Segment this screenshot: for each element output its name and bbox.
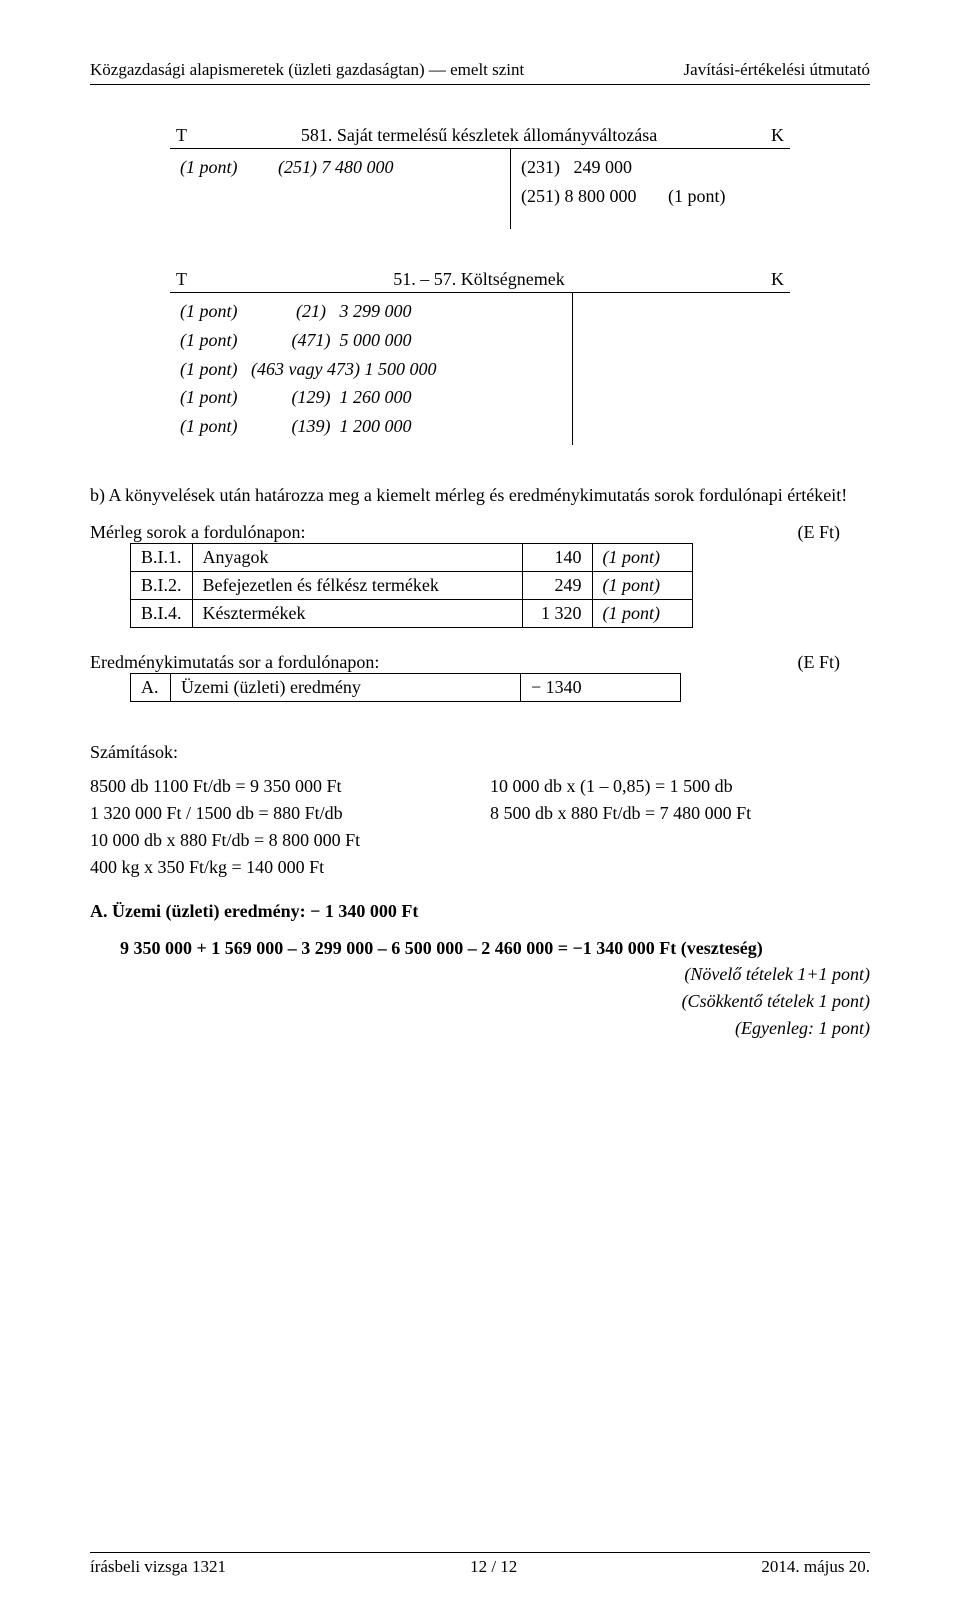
row-code: A. <box>131 673 171 701</box>
table-row: B.I.4. Késztermékek 1 320 (1 pont) <box>131 599 693 627</box>
row-code: B.I.4. <box>131 599 193 627</box>
footer-center: 12 / 12 <box>470 1557 517 1577</box>
k-label: K <box>771 125 784 146</box>
debit-row: (1 pont) (139) 1 200 000 <box>180 412 562 441</box>
t-account-581: T 581. Saját termelésű készletek állomán… <box>170 125 790 229</box>
note-line: (Csökkentő tételek 1 pont) <box>90 988 870 1015</box>
debit-row: (1 pont) (129) 1 260 000 <box>180 383 562 412</box>
calc-left-col: 8500 db 1100 Ft/db = 9 350 000 Ft 1 320 … <box>90 773 470 881</box>
calc-line: 10 000 db x (1 – 0,85) = 1 500 db <box>490 773 870 800</box>
merleg-table: B.I.1. Anyagok 140 (1 pont) B.I.2. Befej… <box>130 543 693 628</box>
row-code: B.I.1. <box>131 543 193 571</box>
debit-side: (1 pont) (251) 7 480 000 <box>170 149 511 229</box>
row-value: 140 <box>522 543 592 571</box>
section-b-text: b) A könyvelések után határozza meg a ki… <box>90 485 870 506</box>
eredkim-heading: Eredménykimutatás sor a fordulónapon: (E… <box>90 652 870 673</box>
row-label: Késztermékek <box>192 599 522 627</box>
debit-row: (1 pont) (251) 7 480 000 <box>180 153 500 182</box>
row-points: (1 pont) <box>592 543 692 571</box>
account-name: 581. Saját termelésű készletek állományv… <box>301 125 657 146</box>
table-row: A. Üzemi (üzleti) eredmény − 1340 <box>131 673 681 701</box>
note-line: (Növelő tételek 1+1 pont) <box>90 961 870 988</box>
t-label: T <box>176 269 187 290</box>
credit-text: (251) 8 800 000 (1 pont) <box>521 186 725 206</box>
row-points: (1 pont) <box>592 571 692 599</box>
debit-row: (1 pont) (463 vagy 473) 1 500 000 <box>180 355 562 384</box>
calc-line: 8500 db 1100 Ft/db = 9 350 000 Ft <box>90 773 470 800</box>
row-code: B.I.2. <box>131 571 193 599</box>
k-label: K <box>771 269 784 290</box>
header-right: Javítási-értékelési útmutató <box>684 60 870 80</box>
page-header: Közgazdasági alapismeretek (üzleti gazda… <box>90 60 870 85</box>
table-row: B.I.1. Anyagok 140 (1 pont) <box>131 543 693 571</box>
debit-side: (1 pont) (21) 3 299 000 (1 pont) (471) 5… <box>170 293 573 445</box>
scoring-notes: (Növelő tételek 1+1 pont) (Csökkentő tét… <box>90 961 870 1042</box>
t-account-body: (1 pont) (21) 3 299 000 (1 pont) (471) 5… <box>170 293 790 445</box>
header-left: Közgazdasági alapismeretek (üzleti gazda… <box>90 60 524 80</box>
row-label: Anyagok <box>192 543 522 571</box>
table-row: B.I.2. Befejezetlen és félkész termékek … <box>131 571 693 599</box>
eredkim-unit: (E Ft) <box>750 652 870 673</box>
t-account-title: T 581. Saját termelésű készletek állomán… <box>170 125 790 149</box>
calc-line: 10 000 db x 880 Ft/db = 8 800 000 Ft <box>90 827 470 854</box>
credit-row: (231) 249 000 <box>521 153 780 182</box>
calc-line: 1 320 000 Ft / 1500 db = 880 Ft/db <box>90 800 470 827</box>
row-points: (1 pont) <box>592 599 692 627</box>
t-account-5157: T 51. – 57. Költségnemek K (1 pont) (21)… <box>170 269 790 445</box>
szamitasok-title: Számítások: <box>90 742 870 763</box>
debit-row: (1 pont) (21) 3 299 000 <box>180 297 562 326</box>
row-value: 249 <box>522 571 592 599</box>
t-label: T <box>176 125 187 146</box>
merleg-heading: Mérleg sorok a fordulónapon: (E Ft) <box>90 522 870 543</box>
credit-side: (231) 249 000 (251) 8 800 000 (1 pont) <box>511 149 790 229</box>
row-label: Befejezetlen és félkész termékek <box>192 571 522 599</box>
credit-side <box>573 293 790 445</box>
row-value: − 1340 <box>521 673 681 701</box>
footer-right: 2014. május 20. <box>761 1557 870 1577</box>
t-account-body: (1 pont) (251) 7 480 000 (231) 249 000 (… <box>170 149 790 229</box>
final-equation: 9 350 000 + 1 569 000 – 3 299 000 – 6 50… <box>90 938 870 959</box>
calc-line: 400 kg x 350 Ft/kg = 140 000 Ft <box>90 854 470 881</box>
note-line: (Egyenleg: 1 pont) <box>90 1015 870 1042</box>
calculations-grid: 8500 db 1100 Ft/db = 9 350 000 Ft 1 320 … <box>90 773 870 881</box>
page-footer: írásbeli vizsga 1321 12 / 12 2014. május… <box>90 1552 870 1577</box>
credit-row: (251) 8 800 000 (1 pont) <box>521 182 780 211</box>
row-label: Üzemi (üzleti) eredmény <box>171 673 521 701</box>
row-value: 1 320 <box>522 599 592 627</box>
footer-left: írásbeli vizsga 1321 <box>90 1557 226 1577</box>
merleg-unit: (E Ft) <box>750 522 870 543</box>
eredkim-table: A. Üzemi (üzleti) eredmény − 1340 <box>130 673 681 702</box>
a-uzemi-result: A. Üzemi (üzleti) eredmény: − 1 340 000 … <box>90 901 870 922</box>
calc-line: 8 500 db x 880 Ft/db = 7 480 000 Ft <box>490 800 870 827</box>
account-name: 51. – 57. Költségnemek <box>393 269 564 290</box>
debit-row: (1 pont) (471) 5 000 000 <box>180 326 562 355</box>
t-account-title: T 51. – 57. Költségnemek K <box>170 269 790 293</box>
eredkim-title-text: Eredménykimutatás sor a fordulónapon: <box>90 652 750 673</box>
merleg-title-text: Mérleg sorok a fordulónapon: <box>90 522 750 543</box>
page: Közgazdasági alapismeretek (üzleti gazda… <box>0 0 960 1617</box>
calc-right-col: 10 000 db x (1 – 0,85) = 1 500 db 8 500 … <box>490 773 870 881</box>
